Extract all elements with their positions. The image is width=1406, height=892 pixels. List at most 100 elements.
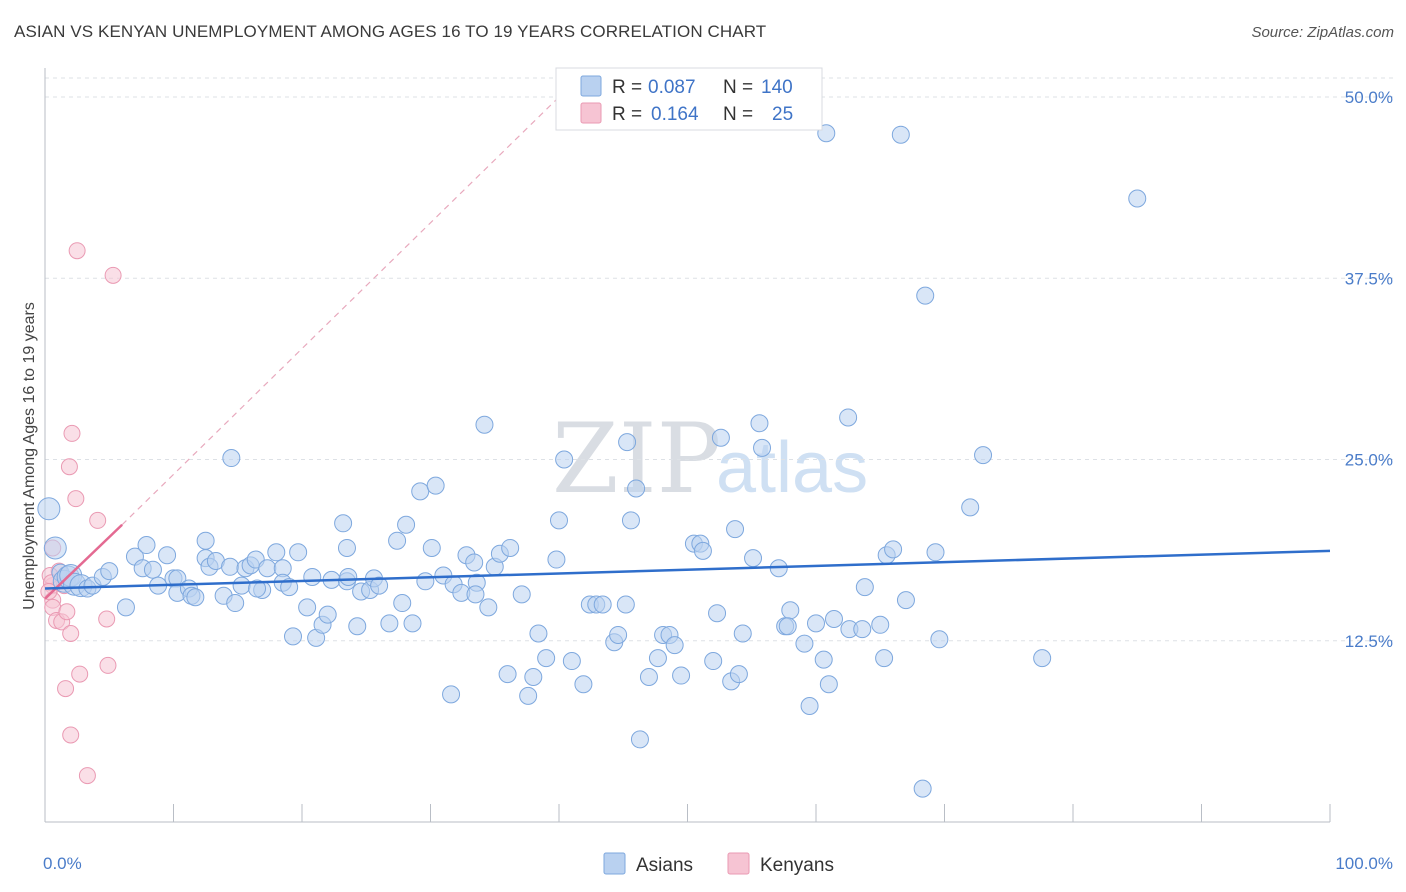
legend-asian-n-value: 140 xyxy=(761,77,793,98)
asian-point xyxy=(795,634,814,653)
asian-point xyxy=(891,125,910,144)
asian-point xyxy=(913,779,932,798)
asian-point xyxy=(524,668,543,686)
kenyan-point xyxy=(62,726,80,744)
asian-point xyxy=(896,591,915,610)
asian-point xyxy=(196,531,215,550)
asian-point xyxy=(1128,189,1147,208)
asian-point xyxy=(258,559,277,578)
asian-point xyxy=(819,675,838,694)
x-tick-labels: 0.0% 100.0% xyxy=(43,854,1393,873)
kenyan-point xyxy=(71,665,89,683)
asian-point xyxy=(839,408,858,427)
asian-point xyxy=(853,620,872,639)
asian-point xyxy=(926,543,945,562)
asian-point xyxy=(465,553,484,572)
asian-point xyxy=(303,567,322,586)
asian-point xyxy=(158,546,177,565)
bottom-legend-asians: Asians xyxy=(636,855,693,876)
asian-point xyxy=(337,538,356,557)
bottom-legend-kenyans: Kenyans xyxy=(760,855,834,876)
legend-asian-swatch xyxy=(580,75,602,97)
asian-point xyxy=(222,449,241,468)
asian-point xyxy=(961,498,980,517)
asian-point xyxy=(550,511,568,530)
asian-point xyxy=(226,594,245,613)
asian-point xyxy=(186,588,205,607)
asian-point xyxy=(616,595,635,614)
asian-point xyxy=(388,531,407,550)
asian-point xyxy=(800,697,819,715)
asian-point xyxy=(875,649,894,668)
legend-asian-n-label: N = xyxy=(723,77,753,98)
asian-point xyxy=(475,415,494,434)
asian-point xyxy=(116,598,135,617)
asian-point xyxy=(733,624,752,643)
kenyan-point xyxy=(57,680,75,698)
asian-point xyxy=(221,557,240,576)
kenyan-point xyxy=(104,266,122,284)
asian-point xyxy=(555,450,574,469)
asian-point xyxy=(930,630,949,649)
asian-point xyxy=(529,624,548,643)
bottom-legend-asian-swatch xyxy=(603,852,626,875)
asian-point xyxy=(593,595,612,614)
chart-title: ASIAN VS KENYAN UNEMPLOYMENT AMONG AGES … xyxy=(14,22,767,41)
asian-point xyxy=(232,576,251,595)
y-tick-labels: 12.5% 25.0% 37.5% 50.0% xyxy=(1345,88,1393,651)
asian-point xyxy=(289,543,308,562)
trend-lines xyxy=(44,96,1331,600)
legend-kenyan-n-value: 25 xyxy=(772,104,793,125)
asian-point xyxy=(824,610,843,628)
asian-point xyxy=(726,520,745,539)
y-tick-label: 25.0% xyxy=(1345,451,1393,470)
asian-point xyxy=(334,514,353,533)
asian-point xyxy=(807,614,825,633)
asian-point xyxy=(574,675,593,694)
legend: R = 0.087 N = 140 R = 0.164 N = 25 xyxy=(555,67,823,131)
asian-point xyxy=(916,286,935,305)
asian-point xyxy=(370,576,389,595)
asian-point xyxy=(609,625,628,644)
asian-point xyxy=(665,636,684,655)
asian-point xyxy=(693,541,712,560)
asian-point xyxy=(814,650,833,669)
asian-point xyxy=(100,562,119,581)
x-tick-label: 0.0% xyxy=(43,854,82,873)
asian-point xyxy=(562,652,581,671)
kenyan-point xyxy=(62,625,80,642)
asian-point xyxy=(442,685,461,704)
asian-point xyxy=(143,560,162,579)
asian-point xyxy=(422,538,441,557)
asian-point xyxy=(729,665,748,684)
kenyan-point xyxy=(98,610,116,628)
asian-point xyxy=(1033,649,1052,668)
asian-point xyxy=(884,540,903,559)
asian-point xyxy=(711,428,730,447)
asian-point xyxy=(708,604,727,623)
asian-point xyxy=(501,538,520,557)
asian-point xyxy=(466,585,485,604)
asian-point xyxy=(627,479,646,498)
asian-point xyxy=(37,497,61,521)
legend-kenyan-swatch xyxy=(580,102,602,124)
kenyan-trend-line xyxy=(44,523,123,600)
asian-point xyxy=(298,598,317,617)
asian-point xyxy=(778,617,797,636)
legend-asian-r-label: R = xyxy=(612,77,642,98)
asian-point xyxy=(498,665,517,684)
asian-point xyxy=(479,598,498,617)
kenyan-point xyxy=(99,656,117,674)
asian-point xyxy=(267,543,286,562)
asian-trend-line xyxy=(44,549,1331,590)
axes xyxy=(44,68,1331,823)
asian-point xyxy=(411,482,430,501)
kenyan-point xyxy=(60,458,78,476)
x-tick-label: 100.0% xyxy=(1335,854,1393,873)
asian-point xyxy=(750,414,769,433)
asian-point xyxy=(426,476,445,495)
bottom-legend-kenyan-swatch xyxy=(727,852,750,875)
asian-point xyxy=(519,686,538,705)
bottom-legend: Asians Kenyans xyxy=(603,852,834,876)
